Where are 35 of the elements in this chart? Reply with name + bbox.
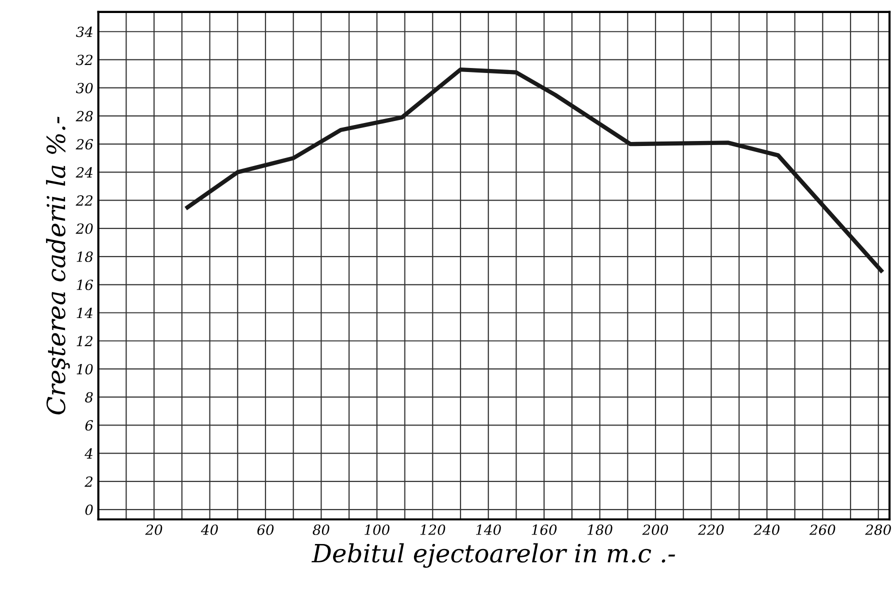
y-tick-label: 26 — [76, 139, 94, 150]
x-tick-label: 220 — [698, 524, 724, 535]
y-tick-label: 16 — [76, 280, 94, 290]
y-tick-label: 8 — [85, 392, 93, 403]
x-tick-label: 240 — [754, 524, 780, 535]
y-tick-label: 6 — [85, 420, 94, 431]
x-tick-label: 20 — [145, 524, 162, 535]
x-tick-label: 140 — [476, 524, 501, 535]
x-tick-label: 120 — [420, 524, 446, 535]
x-axis-title: Debitul ejectoarelor in m.c .- — [312, 543, 676, 568]
line-series — [185, 67, 884, 273]
y-tick-label: 20 — [76, 223, 93, 234]
x-tick-label: 260 — [809, 524, 836, 535]
x-tick-label: 180 — [588, 524, 612, 535]
y-axis-title: Creşterea caderii la %.- — [46, 116, 70, 414]
y-tick-label: 30 — [76, 82, 93, 94]
y-tick-label: 28 — [76, 110, 93, 122]
y-tick-label: 34 — [76, 26, 92, 38]
y-tick-label: 18 — [76, 251, 93, 262]
x-tick-label: 80 — [312, 524, 330, 535]
y-tick-label: 4 — [84, 448, 92, 459]
x-tick-label: 160 — [532, 524, 557, 535]
y-tick-label: 12 — [76, 336, 92, 346]
y-tick-label: 0 — [85, 504, 93, 516]
x-tick-label: 60 — [257, 524, 274, 535]
y-tick-label: 24 — [76, 167, 92, 178]
y-tick-label: 14 — [76, 308, 92, 318]
x-tick-label: 40 — [200, 524, 218, 535]
y-tick-label: 32 — [76, 54, 92, 66]
y-tick-label: 22 — [76, 195, 92, 206]
x-tick-label: 200 — [642, 524, 668, 535]
y-tick-label: 10 — [76, 364, 93, 374]
y-tick-label: 2 — [84, 476, 92, 487]
x-tick-label: 100 — [364, 524, 390, 535]
x-tick-label: 280 — [865, 524, 891, 535]
